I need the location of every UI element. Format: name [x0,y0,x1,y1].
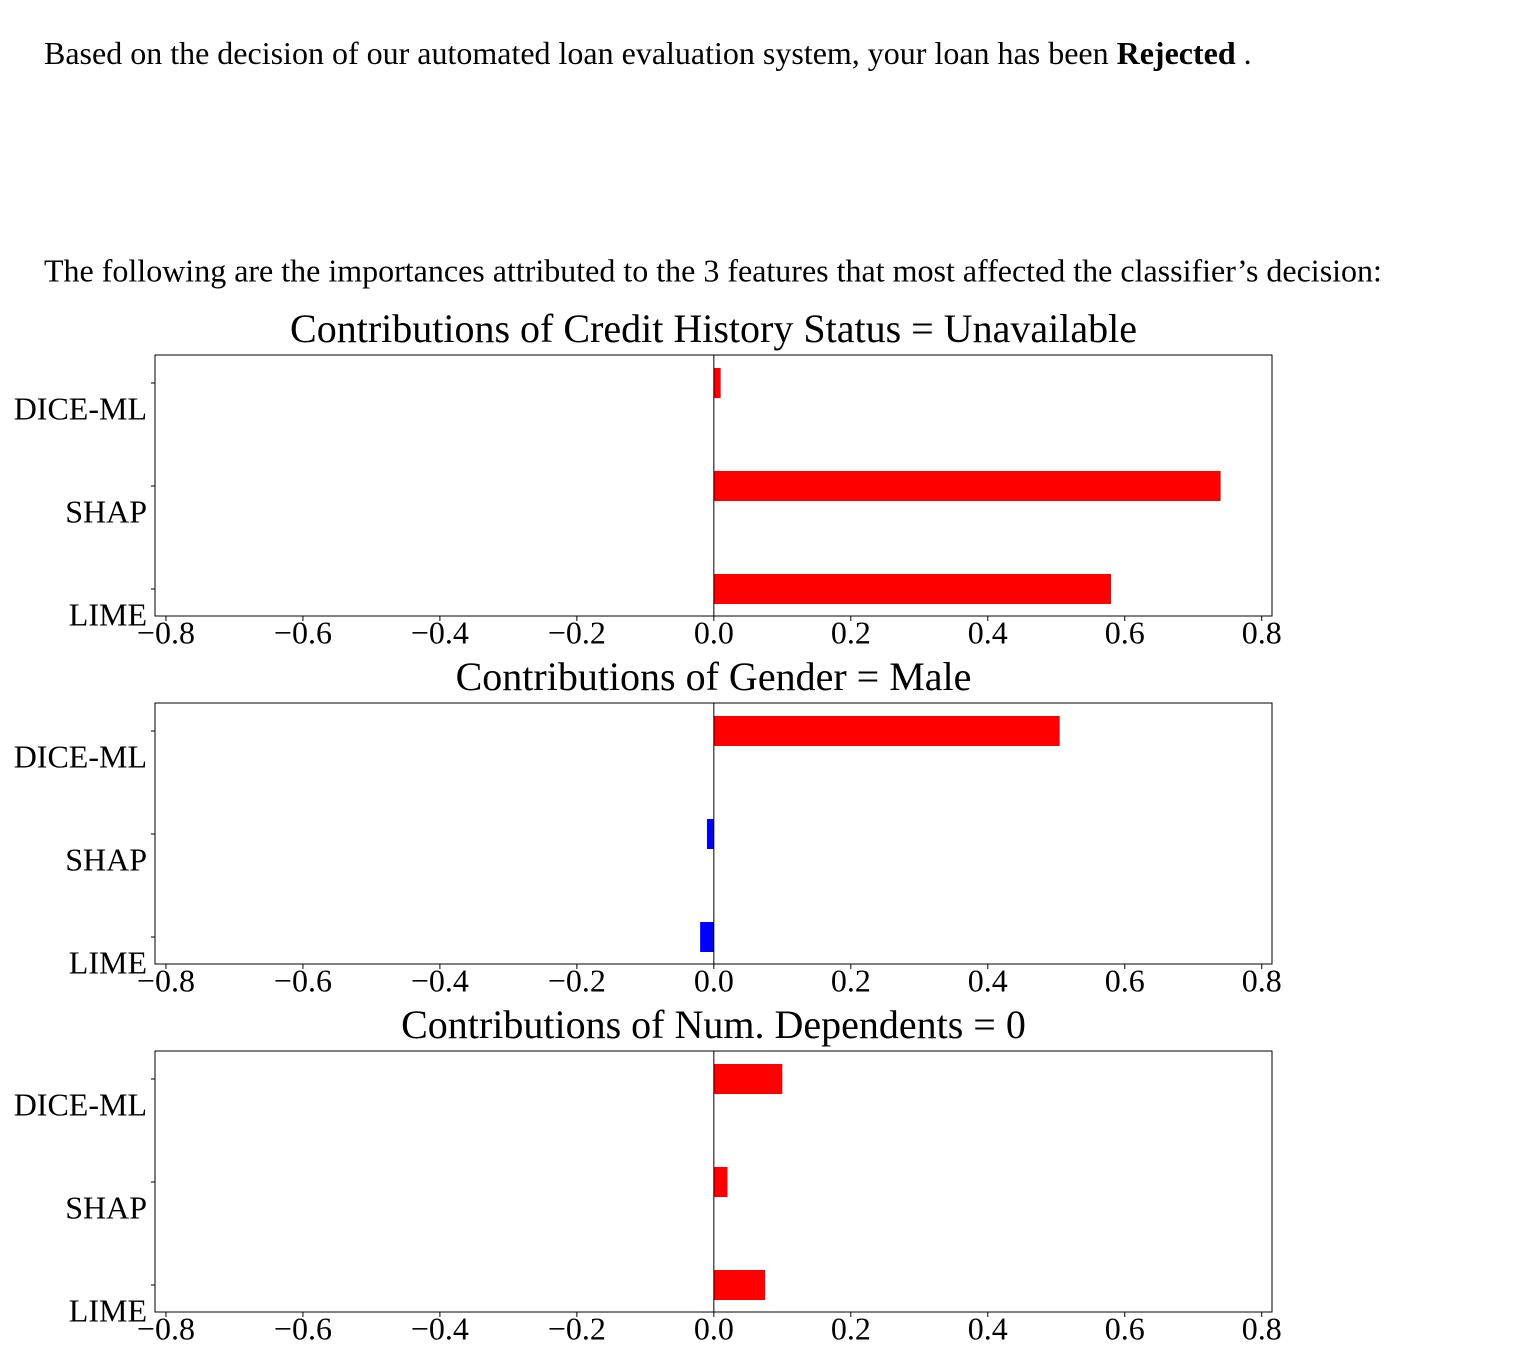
chart-title: Contributions of Gender = Male [456,654,972,699]
y-tick-label: LIME [69,596,147,632]
x-tick-label: −0.4 [411,1310,469,1346]
x-tick-label: 0.0 [694,962,734,998]
x-tick-label: −0.2 [548,1310,606,1346]
x-tick-label: −0.4 [411,962,469,998]
bar [713,1270,766,1300]
decision-suffix: . [1244,35,1252,71]
y-tick-label: SHAP [65,841,147,877]
x-tick-label: 0.4 [968,962,1008,998]
x-tick-label: 0.6 [1105,614,1145,650]
x-tick-label: 0.2 [831,614,871,650]
x-tick-label: −0.8 [137,1310,195,1346]
x-tick-label: 0.2 [831,1310,871,1346]
bar [706,819,714,849]
x-tick-label: 0.4 [968,614,1008,650]
bar [700,922,714,952]
bar [713,471,1221,501]
y-tick-label: SHAP [65,493,147,529]
x-tick-label: 0.6 [1105,1310,1145,1346]
x-tick-label: −0.8 [137,962,195,998]
x-tick-label: −0.4 [411,614,469,650]
decision-prefix: Based on the decision of our automated l… [44,35,1109,71]
bar [713,574,1112,604]
intro-text: The following are the importances attrib… [44,252,1382,288]
y-tick-label: DICE-ML [14,390,147,426]
x-tick-label: −0.2 [548,962,606,998]
x-tick-label: −0.6 [274,614,332,650]
x-tick-label: 0.6 [1105,962,1145,998]
y-tick-label: DICE-ML [14,738,147,774]
y-tick-label: SHAP [65,1189,147,1225]
x-tick-label: 0.0 [694,614,734,650]
x-tick-label: 0.8 [1242,614,1282,650]
y-tick-label: LIME [69,944,147,980]
decision-value: Rejected [1117,35,1236,71]
x-tick-label: −0.6 [274,1310,332,1346]
x-tick-label: −0.6 [274,962,332,998]
x-tick-label: 0.8 [1242,1310,1282,1346]
x-tick-label: 0.4 [968,1310,1008,1346]
bar [713,1167,728,1197]
x-tick-label: 0.2 [831,962,871,998]
x-tick-label: −0.2 [548,614,606,650]
chart-title: Contributions of Num. Dependents = 0 [401,1002,1026,1047]
y-tick-label: DICE-ML [14,1086,147,1122]
bar [713,368,721,398]
x-tick-label: −0.8 [137,614,195,650]
bar [713,716,1060,746]
chart-title: Contributions of Credit History Status =… [290,306,1137,351]
y-tick-label: LIME [69,1292,147,1328]
decision-text: Based on the decision of our automated l… [44,35,1252,71]
x-tick-label: 0.0 [694,1310,734,1346]
x-tick-label: 0.8 [1242,962,1282,998]
bar [713,1064,783,1094]
